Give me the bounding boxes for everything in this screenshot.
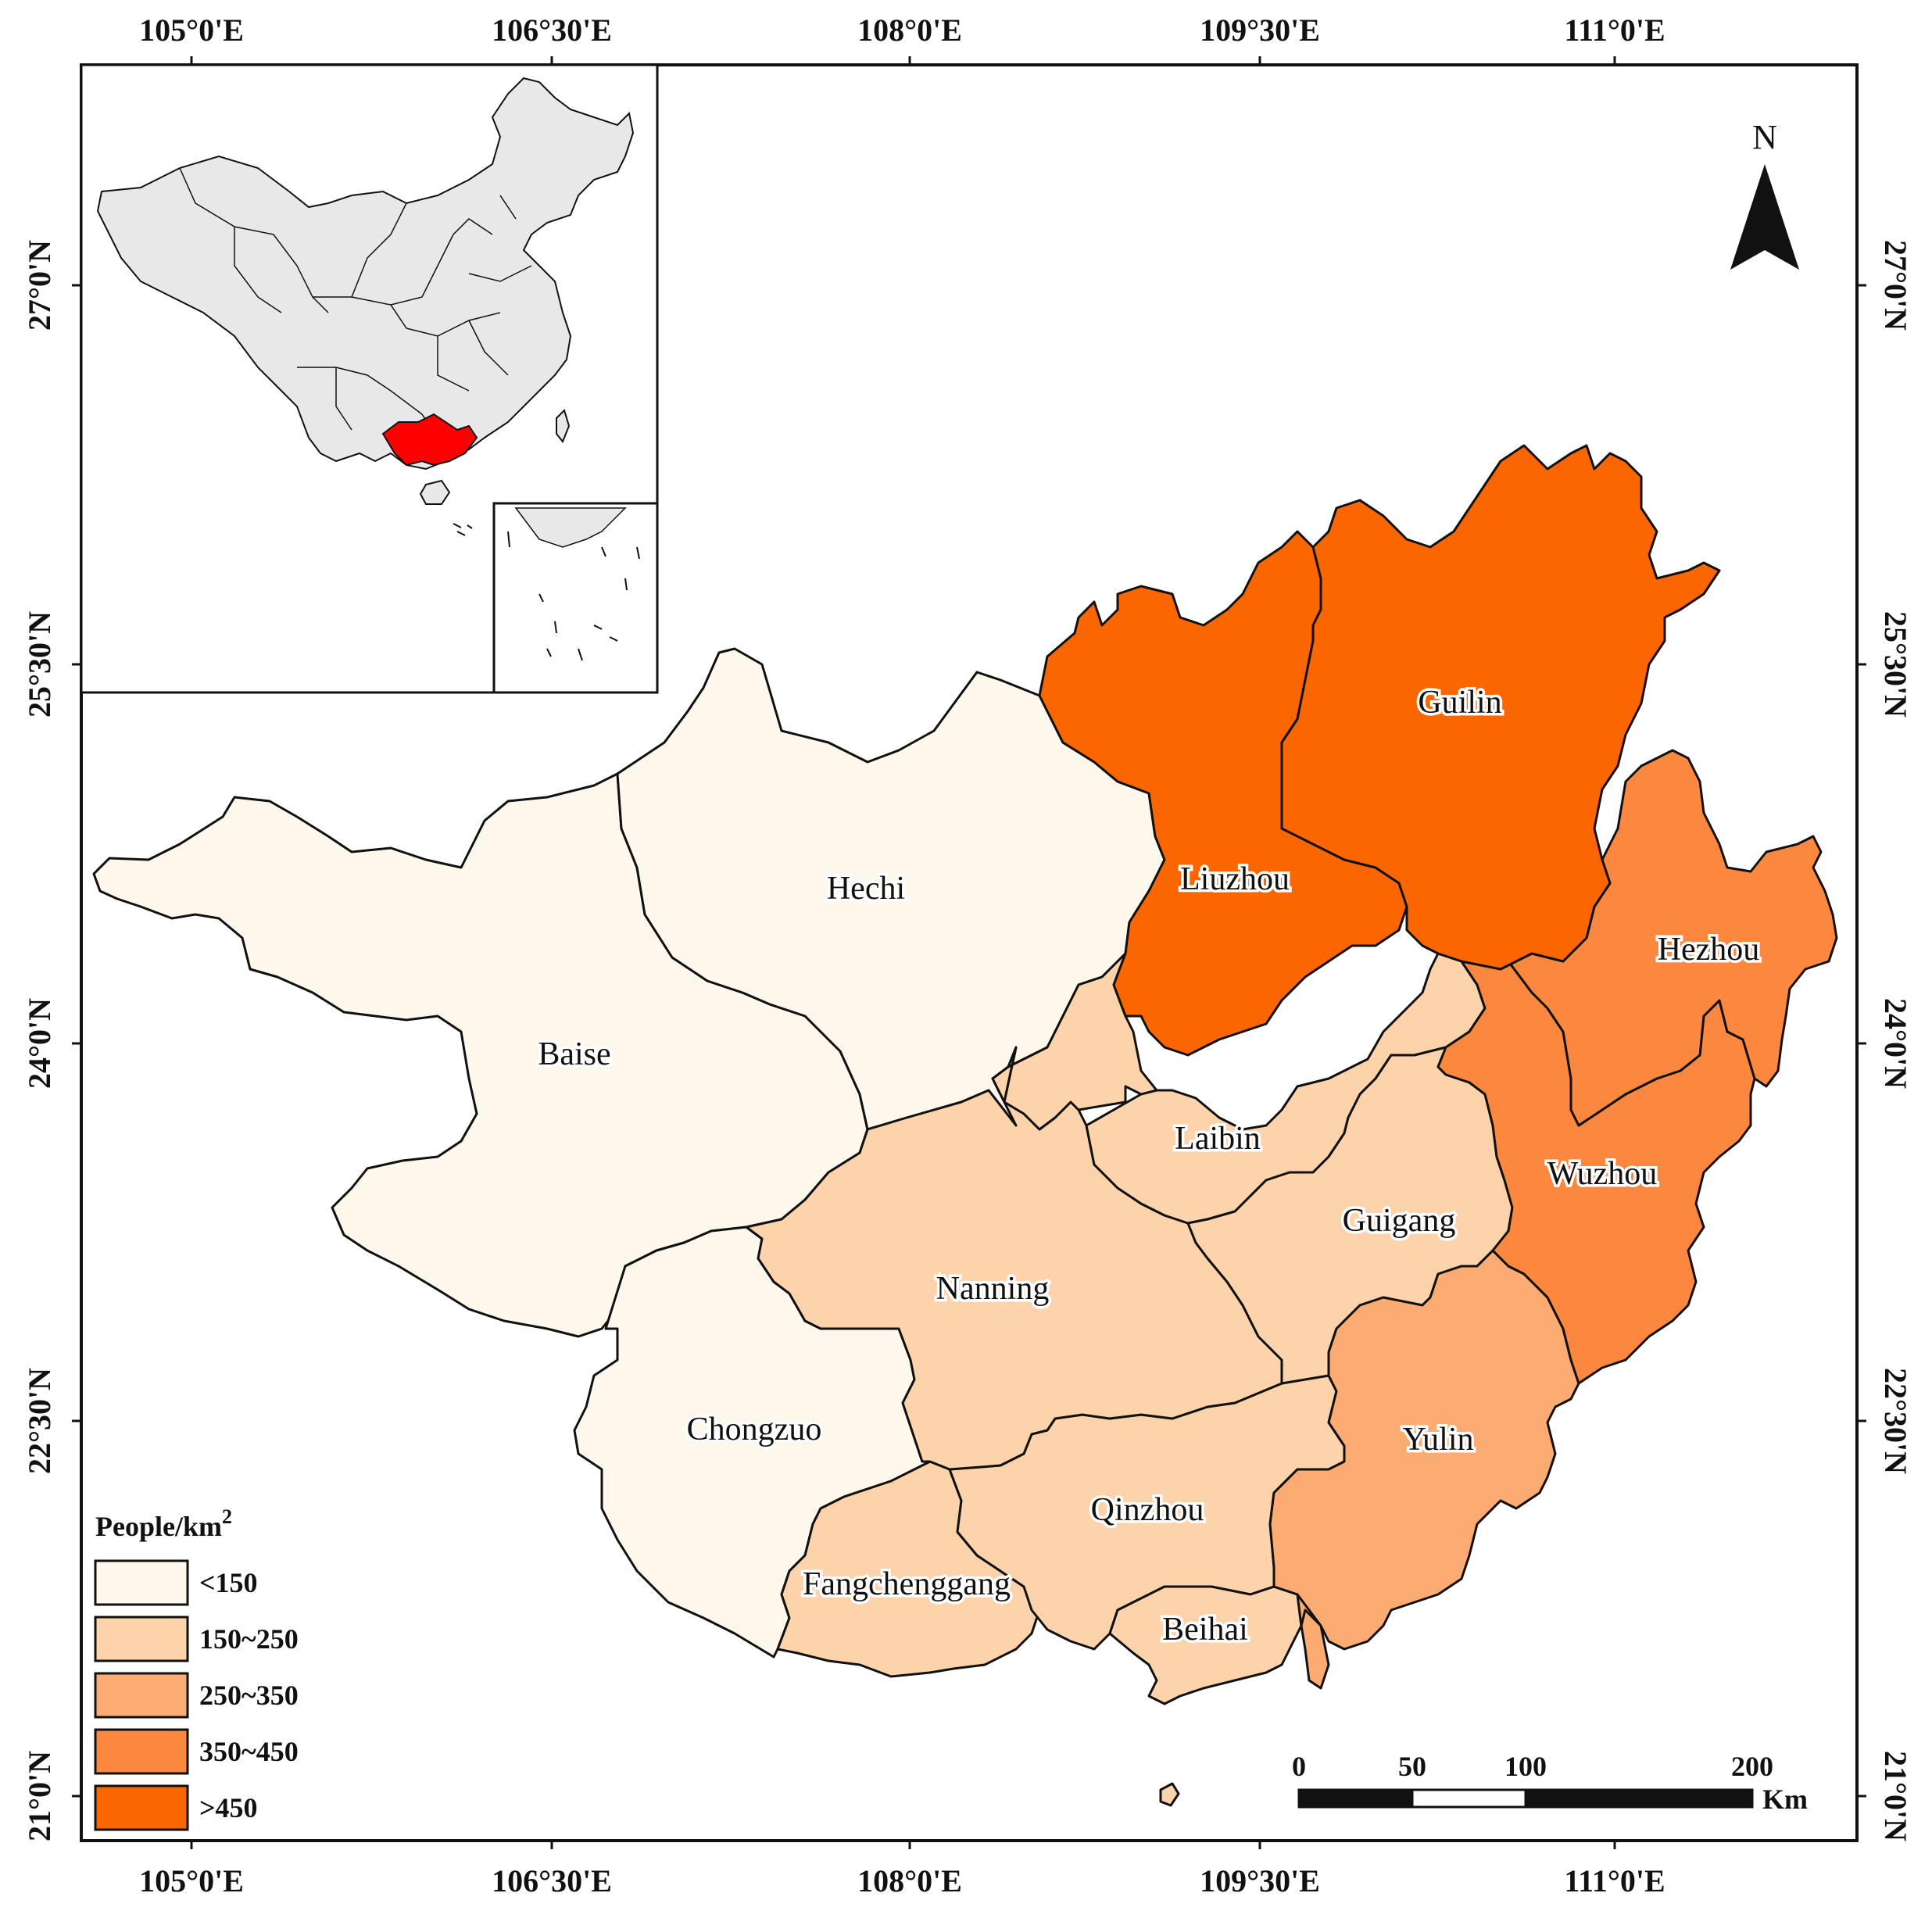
legend-title-sup: 2 xyxy=(222,1505,232,1528)
legend-swatch-2 xyxy=(94,1616,189,1662)
lon-label-bottom-2: 106°30'E xyxy=(492,1863,612,1898)
label-liuzhou: Liuzhou xyxy=(1180,861,1290,897)
scale-unit: Km xyxy=(1762,1784,1808,1815)
lon-label-top-5: 111°0'E xyxy=(1564,13,1665,48)
lat-label-left-3: 24°0'N xyxy=(22,998,57,1089)
region-yulin[interactable] xyxy=(1268,1249,1580,1690)
legend-swatch-5 xyxy=(94,1784,189,1831)
region-polygons xyxy=(92,444,1838,1807)
region-guilin[interactable] xyxy=(1280,444,1721,971)
label-wuzhou: Wuzhou xyxy=(1547,1156,1658,1192)
legend-label-3: 250~350 xyxy=(199,1680,299,1711)
legend-label-1: <150 xyxy=(199,1567,258,1598)
legend-title-text: People/km xyxy=(95,1511,222,1542)
lon-label-bottom-1: 105°0'E xyxy=(139,1863,244,1898)
lon-label-top-1: 105°0'E xyxy=(139,13,244,48)
inset-south-china-sea-dashes xyxy=(507,531,640,661)
label-yulin: Yulin xyxy=(1402,1422,1473,1458)
label-baise: Baise xyxy=(538,1036,610,1072)
legend-label-2: 150~250 xyxy=(199,1623,299,1655)
north-arrow-icon xyxy=(1730,164,1799,270)
scale-bar-seg-2 xyxy=(1411,1788,1527,1809)
label-hechi: Hechi xyxy=(827,871,905,907)
lat-tick-marks xyxy=(72,284,1866,1798)
inset-hainan xyxy=(419,479,451,505)
lon-label-bottom-5: 111°0'E xyxy=(1564,1863,1665,1898)
inset-taiwan xyxy=(556,409,571,443)
lat-label-right-1: 27°0'N xyxy=(1878,240,1913,331)
legend-label-4: 350~450 xyxy=(199,1736,299,1767)
scale-bar-seg-1 xyxy=(1297,1788,1414,1809)
region-labels: Baise Hechi Chongzuo Liuzhou Guilin Hezh… xyxy=(535,682,1762,1651)
label-beihai: Beihai xyxy=(1162,1612,1248,1648)
scale-bar-seg-3 xyxy=(1524,1788,1754,1809)
label-hezhou: Hezhou xyxy=(1658,932,1760,968)
inset-guangxi-highlight xyxy=(381,413,478,467)
lon-label-bottom-4: 109°30'E xyxy=(1200,1863,1320,1898)
lat-label-left-4: 22°30'N xyxy=(22,1368,57,1474)
lat-label-right-3: 24°0'N xyxy=(1878,998,1913,1089)
inset-map xyxy=(80,63,659,694)
lon-label-top-2: 106°30'E xyxy=(492,13,612,48)
lon-label-top-4: 109°30'E xyxy=(1200,13,1320,48)
legend-swatch-1 xyxy=(94,1559,189,1606)
legend: People/km2 <150 150~250 250~350 350~450 >450 xyxy=(94,1505,299,1831)
lon-label-bottom-3: 108°0'E xyxy=(857,1863,962,1898)
north-arrow: N xyxy=(1730,118,1799,270)
lat-label-right-4: 22°30'N xyxy=(1878,1368,1913,1474)
lat-label-left-2: 25°30'N xyxy=(22,611,57,717)
lat-label-right-2: 25°30'N xyxy=(1878,611,1913,717)
lat-label-right-5: 21°0'N xyxy=(1878,1751,1913,1841)
label-qinzhou: Qinzhou xyxy=(1091,1492,1204,1528)
lat-label-left-5: 21°0'N xyxy=(22,1751,57,1841)
scale-tick-50: 50 xyxy=(1398,1751,1426,1782)
legend-title: People/km2 xyxy=(95,1505,232,1542)
legend-swatch-3 xyxy=(94,1672,189,1719)
scale-tick-200: 200 xyxy=(1731,1751,1773,1782)
inset-south-china-sea-coast xyxy=(514,507,627,548)
region-hezhou[interactable] xyxy=(1460,749,1838,1127)
label-nanning: Nanning xyxy=(936,1271,1050,1307)
region-beihai[interactable] xyxy=(1108,1585,1303,1705)
legend-swatch-4 xyxy=(94,1728,189,1775)
label-chongzuo: Chongzuo xyxy=(687,1412,822,1447)
scale-bar: 0 50 100 200 Km xyxy=(1292,1751,1808,1815)
label-guilin: Guilin xyxy=(1418,685,1501,721)
label-fangchenggang: Fangchenggang xyxy=(803,1566,1011,1602)
label-guigang: Guigang xyxy=(1343,1203,1456,1239)
lat-label-left-1: 27°0'N xyxy=(22,240,57,331)
region-beihai-island xyxy=(1159,1782,1180,1807)
scale-tick-100: 100 xyxy=(1504,1751,1547,1782)
inset-china-outline xyxy=(96,77,635,471)
lon-label-top-3: 108°0'E xyxy=(857,13,962,48)
north-arrow-label: N xyxy=(1752,118,1777,156)
legend-label-5: >450 xyxy=(199,1792,258,1823)
lon-tick-marks xyxy=(190,56,1616,1849)
scale-tick-0: 0 xyxy=(1292,1751,1306,1782)
inset-islands xyxy=(453,523,473,536)
label-laibin: Laibin xyxy=(1175,1121,1261,1157)
